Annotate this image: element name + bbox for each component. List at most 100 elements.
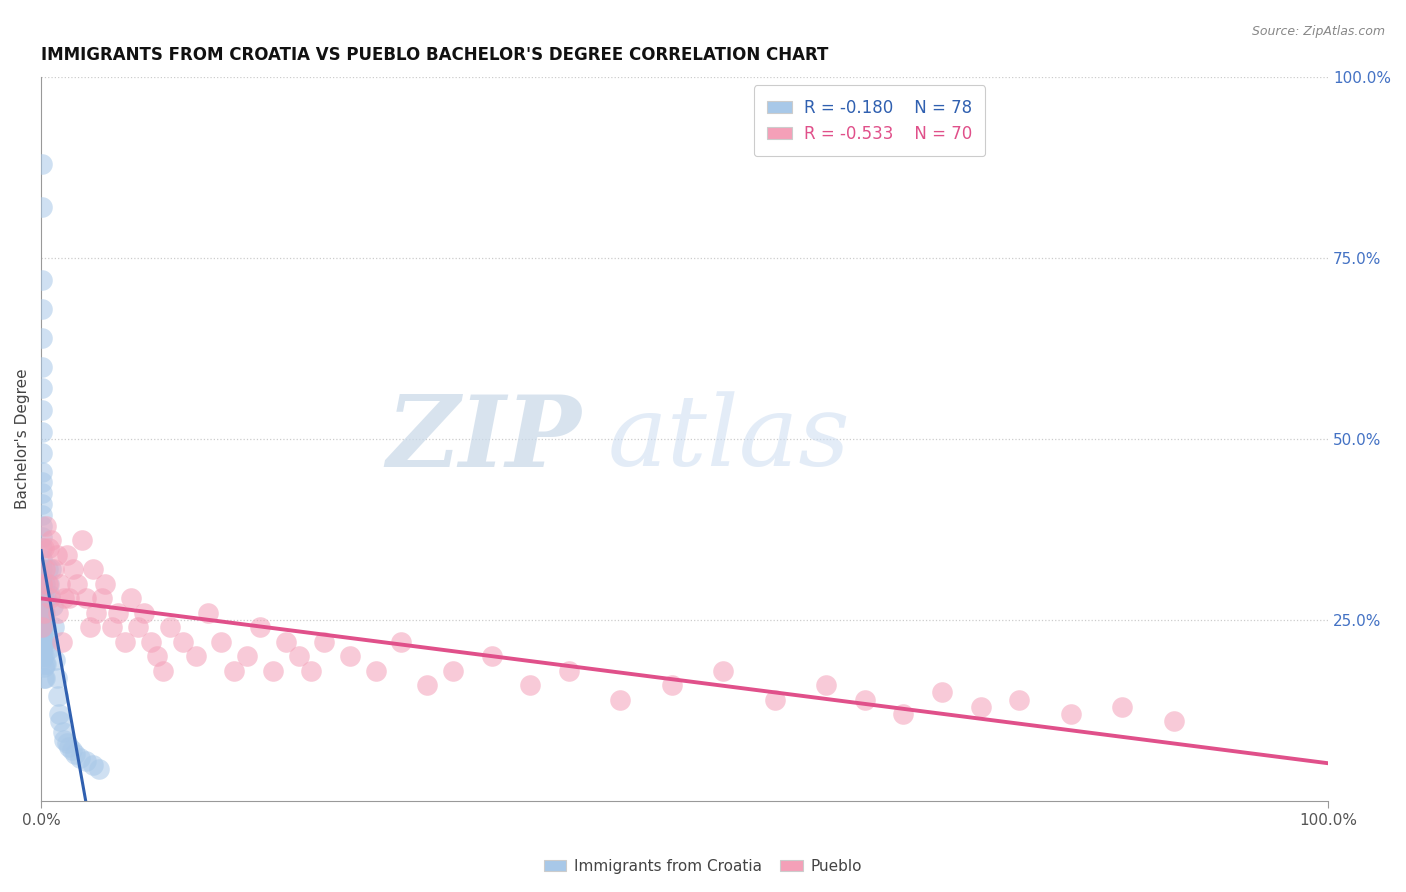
Point bbox=[35, 591, 58, 606]
Point bbox=[32, 635, 55, 649]
Point bbox=[31, 609, 53, 624]
Point bbox=[31, 273, 53, 287]
Point bbox=[197, 606, 219, 620]
Point bbox=[31, 330, 53, 344]
Point bbox=[31, 359, 53, 374]
Point bbox=[46, 689, 69, 703]
Point bbox=[519, 678, 541, 692]
Point bbox=[146, 649, 169, 664]
Point bbox=[60, 743, 83, 757]
Point bbox=[314, 635, 336, 649]
Point bbox=[31, 627, 53, 641]
Point bbox=[31, 301, 53, 316]
Point bbox=[94, 577, 117, 591]
Point bbox=[969, 700, 991, 714]
Legend: Immigrants from Croatia, Pueblo: Immigrants from Croatia, Pueblo bbox=[537, 853, 869, 880]
Point bbox=[35, 620, 58, 634]
Point bbox=[31, 599, 53, 613]
Point bbox=[41, 562, 63, 576]
Point bbox=[31, 519, 53, 533]
Point bbox=[31, 606, 53, 620]
Point bbox=[815, 678, 838, 692]
Point bbox=[101, 620, 124, 634]
Point bbox=[38, 577, 60, 591]
Point bbox=[44, 653, 66, 667]
Legend: R = -0.180    N = 78, R = -0.533    N = 70: R = -0.180 N = 78, R = -0.533 N = 70 bbox=[754, 86, 986, 156]
Point bbox=[31, 646, 53, 660]
Point bbox=[31, 562, 53, 576]
Point bbox=[274, 635, 297, 649]
Point bbox=[120, 591, 142, 606]
Point bbox=[35, 519, 58, 533]
Point bbox=[31, 639, 53, 653]
Point bbox=[42, 562, 65, 576]
Point bbox=[139, 635, 162, 649]
Point bbox=[32, 606, 55, 620]
Point bbox=[34, 562, 56, 576]
Point bbox=[31, 381, 53, 395]
Point bbox=[893, 707, 915, 722]
Point bbox=[31, 486, 53, 500]
Point bbox=[34, 671, 56, 685]
Point bbox=[31, 497, 53, 511]
Point bbox=[609, 692, 631, 706]
Point bbox=[75, 591, 97, 606]
Y-axis label: Bachelor's Degree: Bachelor's Degree bbox=[15, 368, 30, 509]
Point bbox=[339, 649, 361, 664]
Point bbox=[32, 620, 55, 634]
Point bbox=[152, 664, 174, 678]
Point bbox=[31, 649, 53, 664]
Point bbox=[39, 591, 62, 606]
Point bbox=[32, 660, 55, 674]
Point bbox=[31, 631, 53, 645]
Point bbox=[1163, 714, 1185, 729]
Point bbox=[34, 657, 56, 671]
Point bbox=[32, 591, 55, 606]
Point bbox=[38, 642, 60, 657]
Point bbox=[236, 649, 259, 664]
Point bbox=[209, 635, 232, 649]
Point bbox=[82, 758, 104, 772]
Point bbox=[39, 588, 62, 602]
Point bbox=[32, 649, 55, 664]
Point bbox=[364, 664, 387, 678]
Point bbox=[127, 620, 149, 634]
Point bbox=[184, 649, 207, 664]
Point bbox=[441, 664, 464, 678]
Point bbox=[45, 548, 67, 562]
Point bbox=[391, 635, 413, 649]
Point bbox=[107, 606, 129, 620]
Point bbox=[31, 591, 53, 606]
Point bbox=[711, 664, 734, 678]
Point bbox=[262, 664, 284, 678]
Point bbox=[31, 403, 53, 417]
Point bbox=[41, 599, 63, 613]
Point bbox=[82, 562, 104, 576]
Point bbox=[53, 591, 76, 606]
Point bbox=[1060, 707, 1083, 722]
Point bbox=[75, 754, 97, 768]
Point bbox=[66, 577, 89, 591]
Point bbox=[1111, 700, 1133, 714]
Point bbox=[49, 714, 72, 729]
Point bbox=[31, 635, 53, 649]
Point bbox=[31, 577, 53, 591]
Point bbox=[31, 620, 53, 634]
Point bbox=[87, 762, 110, 776]
Point bbox=[45, 671, 67, 685]
Point bbox=[31, 465, 53, 479]
Point bbox=[31, 569, 53, 583]
Point bbox=[31, 157, 53, 171]
Point bbox=[763, 692, 786, 706]
Text: IMMIGRANTS FROM CROATIA VS PUEBLO BACHELOR'S DEGREE CORRELATION CHART: IMMIGRANTS FROM CROATIA VS PUEBLO BACHEL… bbox=[41, 46, 828, 64]
Point bbox=[38, 541, 60, 555]
Point bbox=[31, 446, 53, 460]
Point bbox=[79, 620, 101, 634]
Point bbox=[481, 649, 503, 664]
Point bbox=[31, 425, 53, 439]
Point bbox=[31, 624, 53, 638]
Point bbox=[159, 620, 181, 634]
Point bbox=[69, 750, 91, 764]
Point bbox=[31, 613, 53, 627]
Point bbox=[56, 736, 79, 750]
